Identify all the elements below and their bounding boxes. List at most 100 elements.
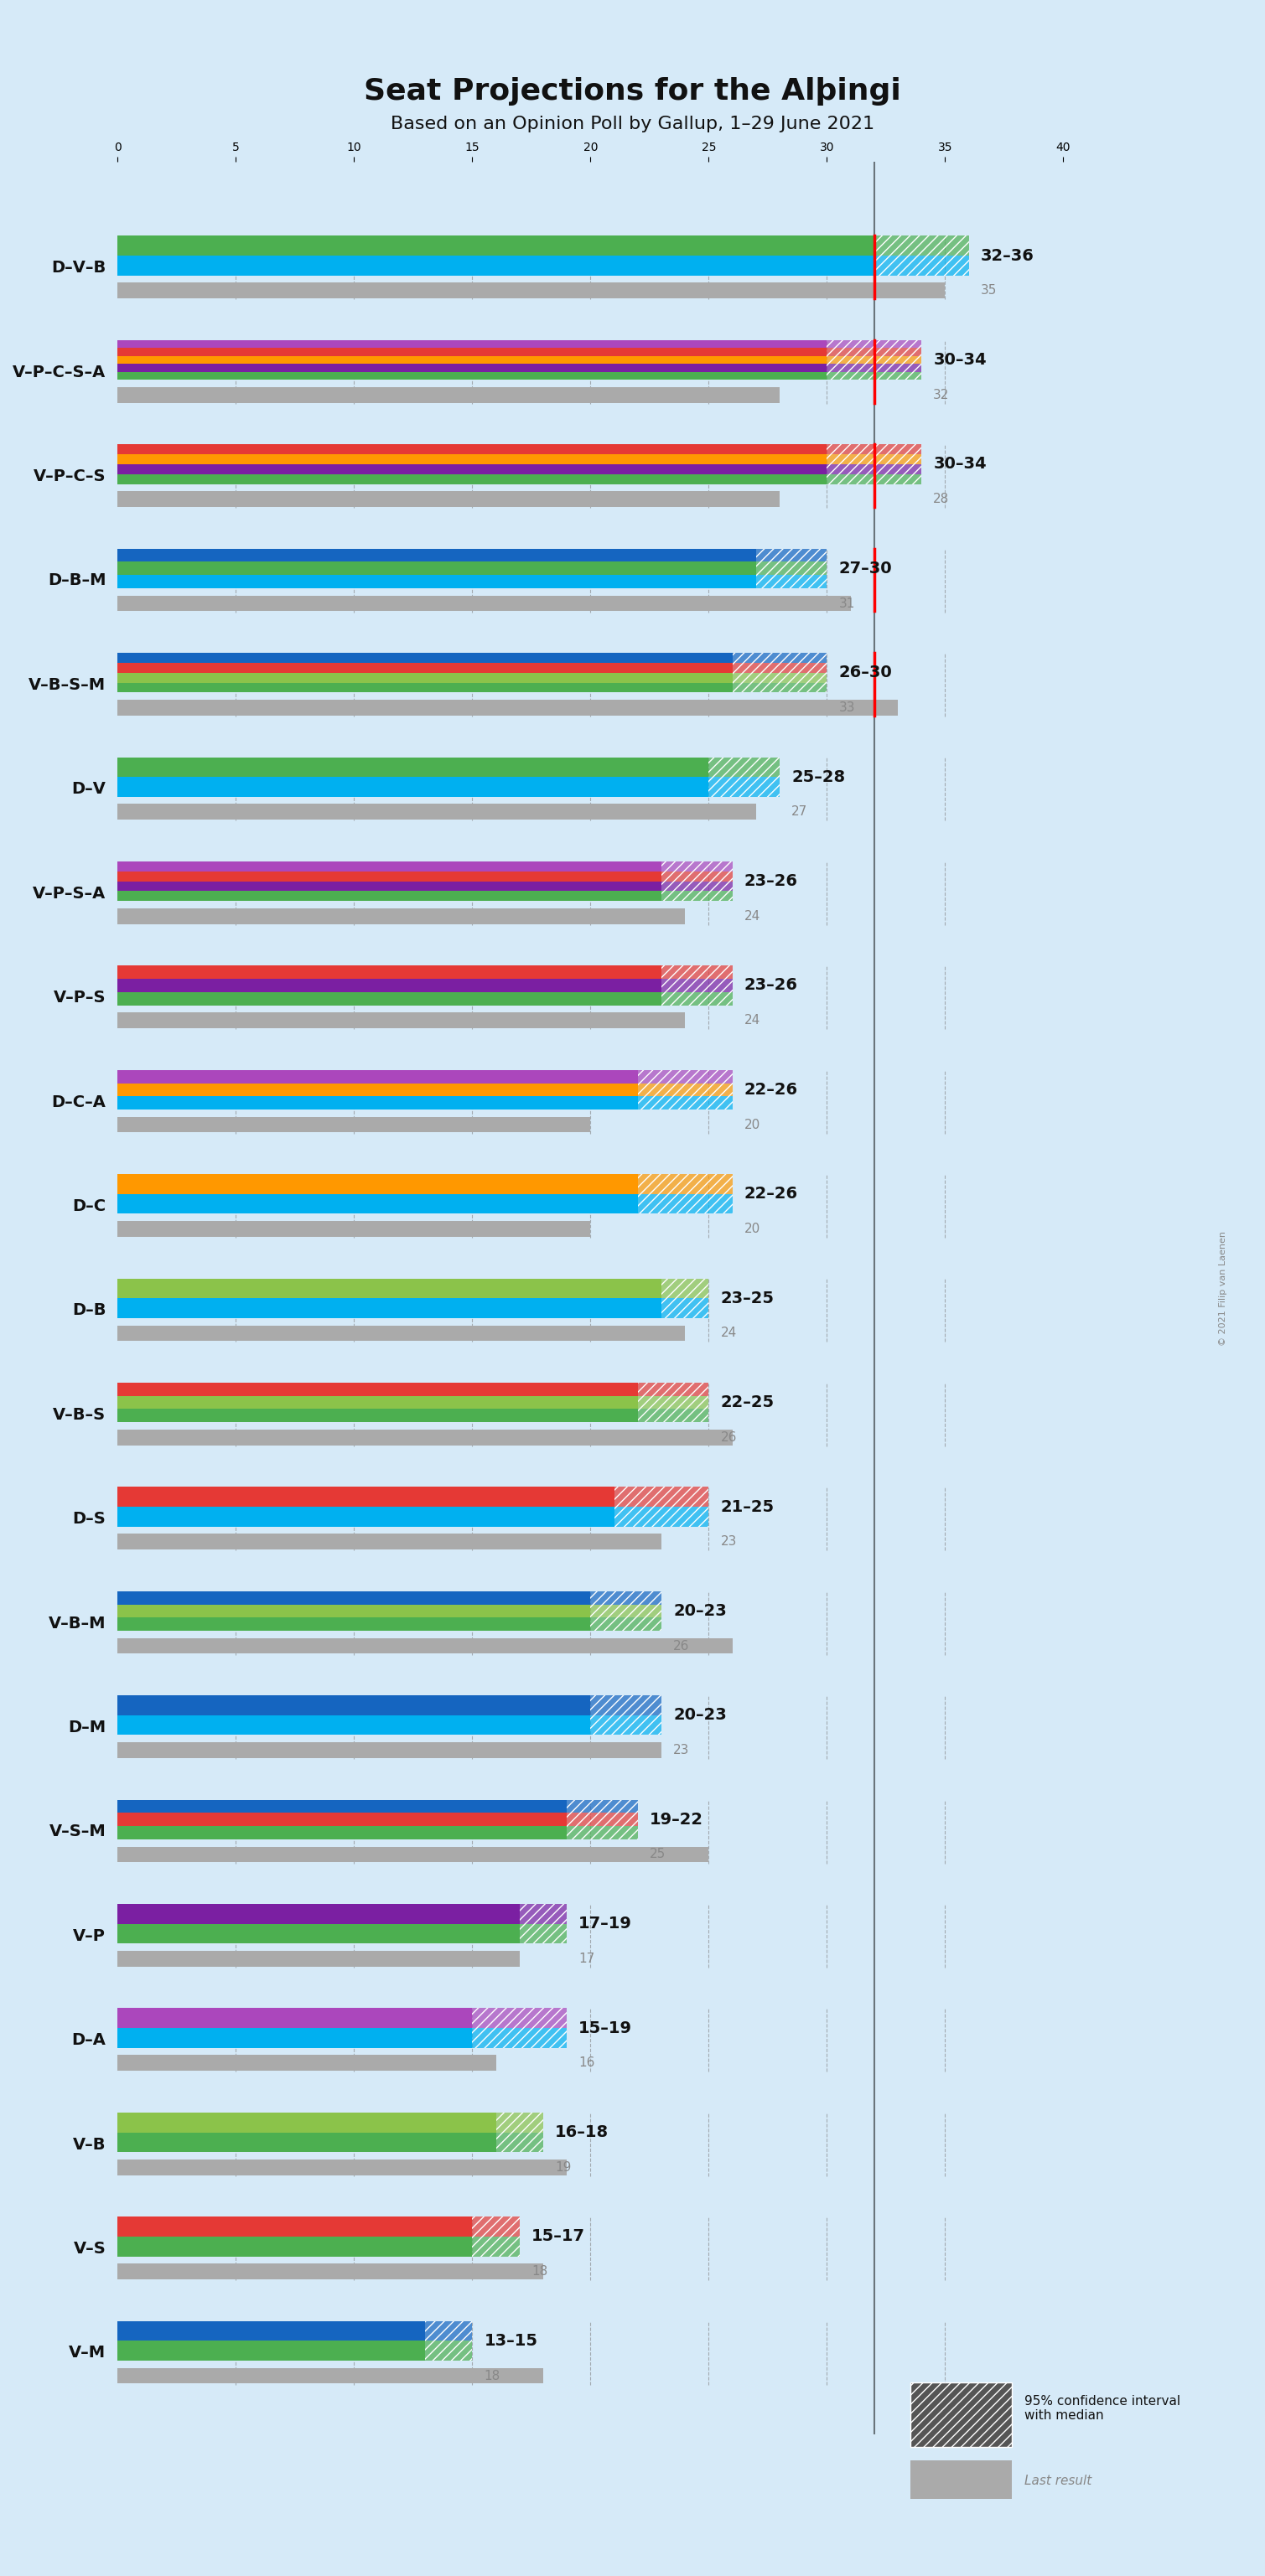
Bar bbox=[118, 2159, 567, 2174]
Bar bbox=[638, 1175, 732, 1193]
Bar bbox=[118, 881, 662, 891]
Bar bbox=[472, 2027, 567, 2048]
Bar bbox=[732, 652, 827, 662]
Bar bbox=[638, 1383, 708, 1396]
Text: V–B–M: V–B–M bbox=[48, 1615, 106, 1631]
Bar bbox=[756, 562, 827, 574]
Bar bbox=[118, 2342, 425, 2360]
Text: 23–26: 23–26 bbox=[744, 976, 798, 994]
Bar bbox=[520, 1924, 567, 1942]
Bar bbox=[591, 1695, 662, 1716]
Text: 21–25: 21–25 bbox=[721, 1499, 774, 1515]
Bar bbox=[708, 757, 779, 778]
Bar bbox=[118, 1118, 591, 1133]
Bar bbox=[662, 979, 732, 992]
Text: V–P–S: V–P–S bbox=[53, 989, 106, 1005]
Text: 32: 32 bbox=[934, 389, 950, 402]
Bar bbox=[118, 1383, 638, 1396]
Text: D–V: D–V bbox=[72, 781, 106, 796]
Bar bbox=[638, 1193, 732, 1213]
Bar bbox=[732, 672, 827, 683]
Text: 22–26: 22–26 bbox=[744, 1082, 798, 1097]
Bar bbox=[591, 1716, 662, 1736]
Bar bbox=[732, 652, 827, 662]
Bar bbox=[732, 683, 827, 693]
Bar bbox=[118, 1826, 567, 1839]
Bar bbox=[874, 255, 969, 276]
Bar bbox=[638, 1383, 708, 1396]
Bar bbox=[425, 2321, 472, 2342]
Bar bbox=[567, 1826, 638, 1839]
Bar bbox=[118, 1924, 520, 1942]
Text: 27–30: 27–30 bbox=[839, 562, 892, 577]
Bar bbox=[591, 1618, 662, 1631]
Bar bbox=[118, 355, 827, 363]
Bar bbox=[118, 804, 756, 819]
Bar bbox=[708, 778, 779, 796]
Text: 15–19: 15–19 bbox=[578, 2020, 632, 2035]
Text: D–B: D–B bbox=[72, 1303, 106, 1319]
Bar bbox=[118, 2112, 496, 2133]
Bar bbox=[591, 1605, 662, 1618]
Bar bbox=[118, 992, 662, 1005]
Bar bbox=[662, 992, 732, 1005]
Text: D–M: D–M bbox=[68, 1721, 106, 1736]
Bar bbox=[638, 1069, 732, 1082]
Text: 26–30: 26–30 bbox=[839, 665, 892, 680]
Bar bbox=[662, 891, 732, 902]
Bar bbox=[118, 283, 945, 299]
Bar bbox=[118, 1507, 614, 1528]
Bar bbox=[118, 1847, 708, 1862]
Text: D–S: D–S bbox=[72, 1512, 106, 1528]
Bar bbox=[756, 562, 827, 574]
Bar bbox=[118, 1324, 686, 1342]
Bar bbox=[520, 1904, 567, 1924]
Bar bbox=[118, 595, 850, 611]
Bar bbox=[874, 237, 969, 255]
Bar bbox=[118, 562, 756, 574]
Text: 13–15: 13–15 bbox=[484, 2334, 538, 2349]
Bar bbox=[118, 652, 732, 662]
Bar bbox=[567, 1801, 638, 1814]
Bar bbox=[827, 446, 921, 453]
Bar bbox=[118, 1221, 591, 1236]
Bar bbox=[874, 237, 969, 255]
Text: 19–22: 19–22 bbox=[650, 1811, 703, 1826]
Bar bbox=[614, 1486, 708, 1507]
Bar bbox=[874, 255, 969, 276]
Text: D–V–B: D–V–B bbox=[51, 260, 106, 276]
Text: D–C: D–C bbox=[72, 1198, 106, 1213]
Bar bbox=[827, 340, 921, 348]
Bar bbox=[591, 1618, 662, 1631]
Bar bbox=[827, 464, 921, 474]
Bar bbox=[827, 474, 921, 484]
Bar bbox=[118, 1741, 662, 1757]
Bar bbox=[118, 1175, 638, 1193]
Bar bbox=[425, 2321, 472, 2342]
Bar bbox=[662, 1298, 708, 1319]
Text: 25–28: 25–28 bbox=[792, 770, 845, 786]
Bar bbox=[118, 1298, 662, 1319]
Text: 30–34: 30–34 bbox=[934, 353, 987, 368]
Bar bbox=[614, 1507, 708, 1528]
Bar bbox=[638, 1396, 708, 1409]
Text: 23: 23 bbox=[721, 1535, 736, 1548]
Bar bbox=[756, 574, 827, 587]
Bar bbox=[732, 672, 827, 683]
Bar bbox=[827, 363, 921, 371]
Bar bbox=[118, 1801, 567, 1814]
Bar bbox=[827, 464, 921, 474]
Text: D–B–M: D–B–M bbox=[48, 572, 106, 590]
Bar bbox=[118, 662, 732, 672]
Bar bbox=[496, 2112, 543, 2133]
Text: 26: 26 bbox=[721, 1432, 736, 1443]
Bar bbox=[638, 1175, 732, 1193]
Bar bbox=[827, 474, 921, 484]
Bar bbox=[756, 549, 827, 562]
Bar bbox=[118, 871, 662, 881]
Text: 35: 35 bbox=[980, 283, 997, 296]
Bar bbox=[638, 1082, 732, 1097]
Bar bbox=[662, 871, 732, 881]
Text: Last result: Last result bbox=[1025, 2476, 1092, 2486]
Text: 22–25: 22–25 bbox=[721, 1394, 774, 1412]
